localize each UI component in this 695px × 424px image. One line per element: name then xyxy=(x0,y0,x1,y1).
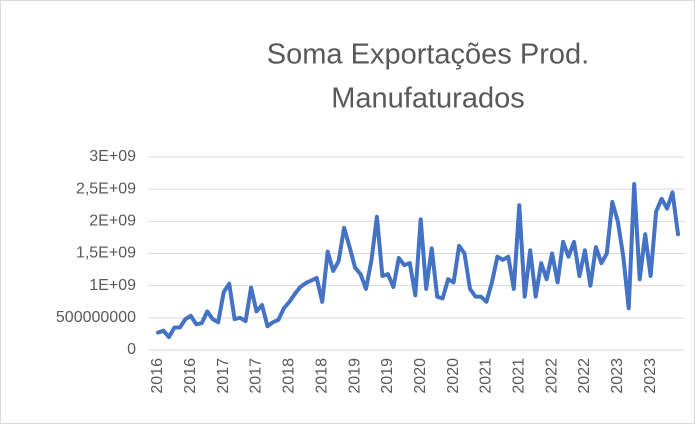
x-tick-label: 2019 xyxy=(379,358,396,394)
x-tick-label: 2017 xyxy=(215,358,232,394)
x-tick-label: 2019 xyxy=(346,358,363,394)
x-tick-label: 2023 xyxy=(609,358,626,394)
x-tick-label: 2016 xyxy=(149,358,166,394)
x-tick-label: 2020 xyxy=(412,358,429,394)
y-tick-label: 500000000 xyxy=(56,309,136,326)
x-tick-label: 2022 xyxy=(576,358,593,394)
x-tick-label: 2020 xyxy=(445,358,462,394)
y-tick-label: 1,5E+09 xyxy=(76,245,136,262)
data-line xyxy=(156,182,680,340)
y-tick-label: 2E+09 xyxy=(89,213,136,230)
x-tick-label: 2018 xyxy=(281,358,298,394)
chart-title: Manufaturados xyxy=(331,83,524,115)
x-tick-label: 2023 xyxy=(642,358,659,394)
x-tick-label: 2016 xyxy=(182,358,199,394)
y-tick-label: 2,5E+09 xyxy=(76,180,136,197)
x-tick-label: 2021 xyxy=(478,358,495,394)
chart-title: Soma Exportações Prod. xyxy=(267,39,589,71)
y-tick-label: 3E+09 xyxy=(89,148,136,165)
y-tick-label: 0 xyxy=(127,341,136,358)
x-tick-label: 2022 xyxy=(543,358,560,394)
x-tick-label: 2018 xyxy=(313,358,330,394)
y-tick-label: 1E+09 xyxy=(89,277,136,294)
x-tick-label: 2021 xyxy=(510,358,527,394)
x-tick-label: 2017 xyxy=(248,358,265,394)
